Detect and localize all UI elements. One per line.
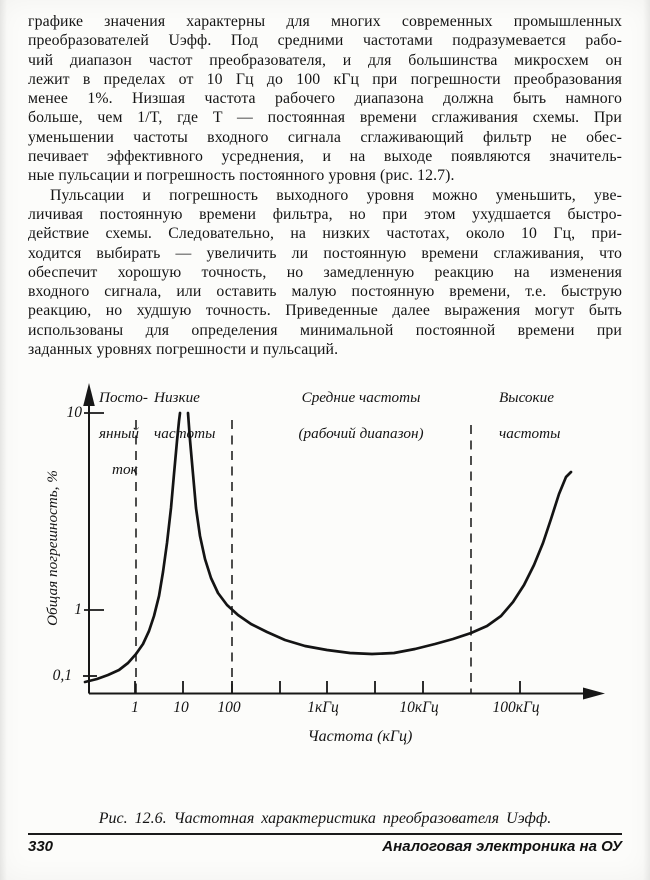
region-label-low: Низкие частоты xyxy=(154,389,216,442)
page-number: 330 xyxy=(28,838,54,855)
running-title: Аналоговая электроника на ОУ xyxy=(382,838,622,855)
text-line: преобразователей Uэфф. Под средними част… xyxy=(28,32,622,50)
text-line: ходится выбирать — увеличить ли постоянн… xyxy=(28,244,622,262)
text-line: уменьшении частоты входного сигнала сгла… xyxy=(28,128,622,146)
x-tick-label-10khz: 10кГц xyxy=(399,699,439,716)
error-curve-left xyxy=(83,411,182,684)
text-line: менее 1%. Низшая частота рабочего диапаз… xyxy=(28,90,622,108)
text-line: чий диапазон частот преобразователя, и д… xyxy=(28,51,622,69)
text-line: реакцию, но худшую точность. Приведенные… xyxy=(28,302,622,320)
x-tick-marks xyxy=(134,681,521,693)
y-tick-marks xyxy=(83,412,104,677)
x-axis-arrow xyxy=(583,687,605,700)
axes xyxy=(88,402,588,695)
y-tick-label-10: 10 xyxy=(66,404,83,421)
paragraph-2: Пульсации и погрешность выходного уровня… xyxy=(28,186,622,360)
x-tick-label-1khz: 1кГц xyxy=(307,699,339,716)
paragraph-1: графике значения характерны для многих с… xyxy=(28,12,622,186)
chart-svg xyxy=(83,383,605,700)
text-line: личивая постоянную времени фильтра, но п… xyxy=(28,205,622,223)
text-line: печивает эффективного усреднения, и на в… xyxy=(28,148,622,166)
page-footer: 330 Аналоговая электроника на ОУ xyxy=(28,833,622,855)
x-tick-label-100khz: 100кГц xyxy=(492,699,540,716)
figure-caption: Рис. 12.6. Частотная характеристика прео… xyxy=(98,810,552,827)
y-axis-arrow xyxy=(83,383,95,406)
text-line: обеспечит хорошую точность, но замедленн… xyxy=(28,263,622,281)
text-line: лежит в пределах от 10 Гц до 100 кГц при… xyxy=(28,70,622,88)
text-line: действие схемы. Следовательно, на низких… xyxy=(28,225,622,243)
text-line: больше, чем 1/T, где T — постоянная врем… xyxy=(28,109,622,127)
figure-12-6: Посто- янный ток Низкие частоты Средние … xyxy=(0,368,650,763)
dashed-boundary-lines xyxy=(135,420,472,693)
text-line: Пульсации и погрешность выходного уровня… xyxy=(50,186,622,204)
y-tick-label-1: 1 xyxy=(74,601,82,618)
error-curve xyxy=(83,411,573,684)
region-label-high: Высокие частоты xyxy=(499,389,561,442)
text-line: использованы для определения минимальной… xyxy=(28,321,622,339)
x-tick-label-100: 100 xyxy=(217,699,241,716)
y-tick-label-0.1: 0,1 xyxy=(52,667,72,684)
region-label-dc: Посто- янный ток xyxy=(99,389,148,478)
text-line: заданных уровнях погрешности и пульсаций… xyxy=(28,341,339,359)
text-line: входного сигнала, или оставить малую пос… xyxy=(28,283,622,301)
body-text: графике значения характерны для многих с… xyxy=(28,12,622,359)
region-label-mid: Средние частоты (рабочий диапазон) xyxy=(298,389,424,442)
error-curve-right xyxy=(186,411,573,656)
x-tick-label-10: 10 xyxy=(173,699,189,716)
x-tick-label-1: 1 xyxy=(131,699,139,716)
text-line: графике значения характерны для многих с… xyxy=(28,13,622,30)
x-axis-label: Частота (кГц) xyxy=(307,728,413,745)
y-axis-label: Общая погрешность, % xyxy=(44,470,61,626)
text-line: ные пульсации и погрешность постоянного … xyxy=(28,167,455,185)
